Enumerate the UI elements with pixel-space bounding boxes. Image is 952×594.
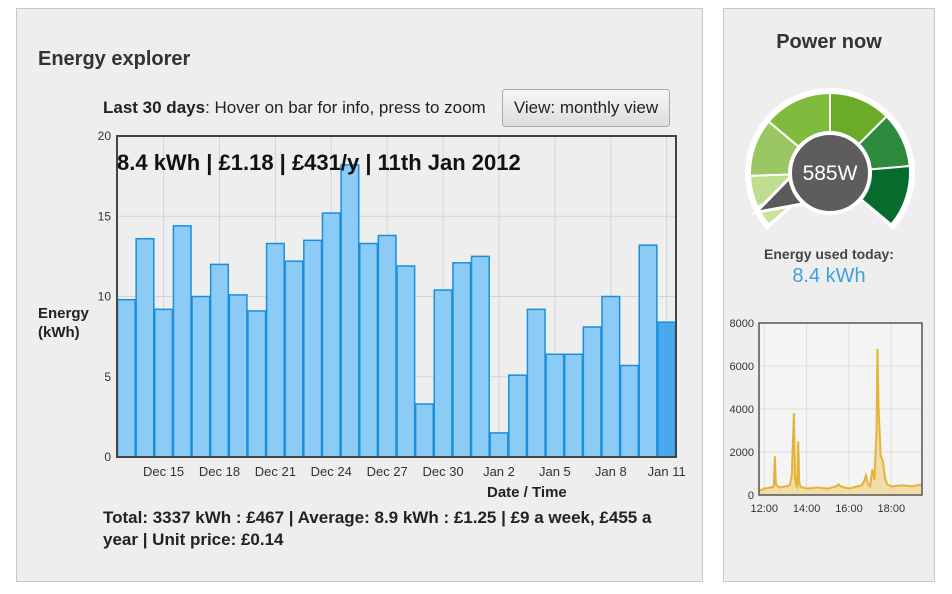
x-tick-label: Jan 8 xyxy=(595,464,627,479)
y-tick-label: 15 xyxy=(98,209,112,223)
bar xyxy=(470,255,490,458)
mini-y-tick-label: 0 xyxy=(748,490,754,502)
bar xyxy=(284,260,304,458)
mini-y-tick-label: 8000 xyxy=(730,318,754,330)
bar xyxy=(116,298,136,458)
mini-y-tick-label: 6000 xyxy=(730,361,754,373)
power-history-chart: 0 2000 4000 6000 8000 12:00 14:00 16:00 18:00 xyxy=(730,318,923,515)
bar xyxy=(582,326,602,458)
subheading-range: Last 30 days xyxy=(103,98,206,117)
energy-explorer-panel: Energy explorer Last 30 days: Hover on b… xyxy=(16,8,703,582)
chart-subheading: Last 30 days: Hover on bar for info, pre… xyxy=(103,98,503,118)
view-monthly-button[interactable]: View: monthly view xyxy=(502,89,670,127)
plot-border xyxy=(116,135,677,458)
x-tick-label: Jan 2 xyxy=(483,464,515,479)
power-now-panel: Power now 585W Energy used today: 8.4 kW… xyxy=(723,8,935,582)
x-tick-label: Jan 5 xyxy=(539,464,571,479)
bar xyxy=(154,308,174,458)
bar xyxy=(526,308,546,458)
mini-x-tick-label: 16:00 xyxy=(835,503,863,515)
energy-used-label: Energy used today: xyxy=(764,246,894,262)
bar xyxy=(638,244,658,458)
y-tick-label: 20 xyxy=(98,129,112,143)
bar xyxy=(340,164,360,458)
bar xyxy=(545,353,565,458)
mini-x-tick-label: 18:00 xyxy=(878,503,906,515)
bar xyxy=(135,237,155,458)
energy-used-value: 8.4 kWh xyxy=(792,265,866,287)
bar xyxy=(489,432,509,458)
y-axis-label-line1: Energy xyxy=(38,305,89,322)
bar xyxy=(172,225,192,458)
subheading-hint: : Hover on bar for info, press to zoom xyxy=(205,98,486,117)
bar xyxy=(303,239,323,458)
mini-x-tick-label: 14:00 xyxy=(793,503,821,515)
x-tick-label: Dec 30 xyxy=(422,464,463,479)
y-axis-label: Energy (kWh) xyxy=(38,304,89,342)
bar xyxy=(563,353,584,458)
bar xyxy=(191,295,211,458)
y-tick-label: 0 xyxy=(104,450,111,464)
gauge-hub xyxy=(788,131,872,215)
explorer-title: Energy explorer xyxy=(38,48,191,70)
y-tick-label: 5 xyxy=(104,370,111,384)
bar xyxy=(508,374,528,458)
bar xyxy=(414,403,435,458)
mini-series-line xyxy=(758,348,923,492)
mini-y-tick-label: 2000 xyxy=(730,447,754,459)
bar xyxy=(321,212,341,458)
x-tick-label: Jan 11 xyxy=(648,464,686,479)
totals-summary: Total: 3337 kWh : £467 | Average: 8.9 kW… xyxy=(103,508,652,549)
bar xyxy=(396,265,416,458)
bar xyxy=(358,242,379,458)
gauge-value-text: 585W xyxy=(803,162,858,185)
energy-bar-chart: 0 5 10 15 20 Dec 15 Dec 18 Dec 21 Dec 24 Dec 27 De… xyxy=(98,129,686,479)
bar xyxy=(265,242,285,458)
mini-x-tick-label: 12:00 xyxy=(751,503,779,515)
y-tick-label: 10 xyxy=(98,290,112,304)
power-title: Power now xyxy=(776,31,882,53)
x-tick-label: Dec 21 xyxy=(255,464,296,479)
x-axis-label: Date / Time xyxy=(487,484,567,501)
bar xyxy=(228,294,248,458)
bar xyxy=(209,263,230,458)
bar xyxy=(657,321,677,458)
mini-plot-border xyxy=(758,322,923,496)
bar xyxy=(247,310,267,458)
bar xyxy=(433,289,453,458)
x-tick-label: Dec 18 xyxy=(199,464,240,479)
bar xyxy=(619,364,639,458)
power-gauge: 585W xyxy=(745,88,915,230)
bar xyxy=(377,234,397,458)
bar xyxy=(601,295,621,458)
mini-y-tick-label: 4000 xyxy=(730,404,754,416)
y-axis-label-line2: (kWh) xyxy=(38,324,80,341)
x-tick-label: Dec 27 xyxy=(367,464,408,479)
x-tick-label: Dec 15 xyxy=(143,464,184,479)
bar xyxy=(452,262,472,458)
hover-info: 8.4 kWh | £1.18 | £431/y | 11th Jan 2012 xyxy=(117,150,521,175)
x-tick-label: Dec 24 xyxy=(311,464,352,479)
